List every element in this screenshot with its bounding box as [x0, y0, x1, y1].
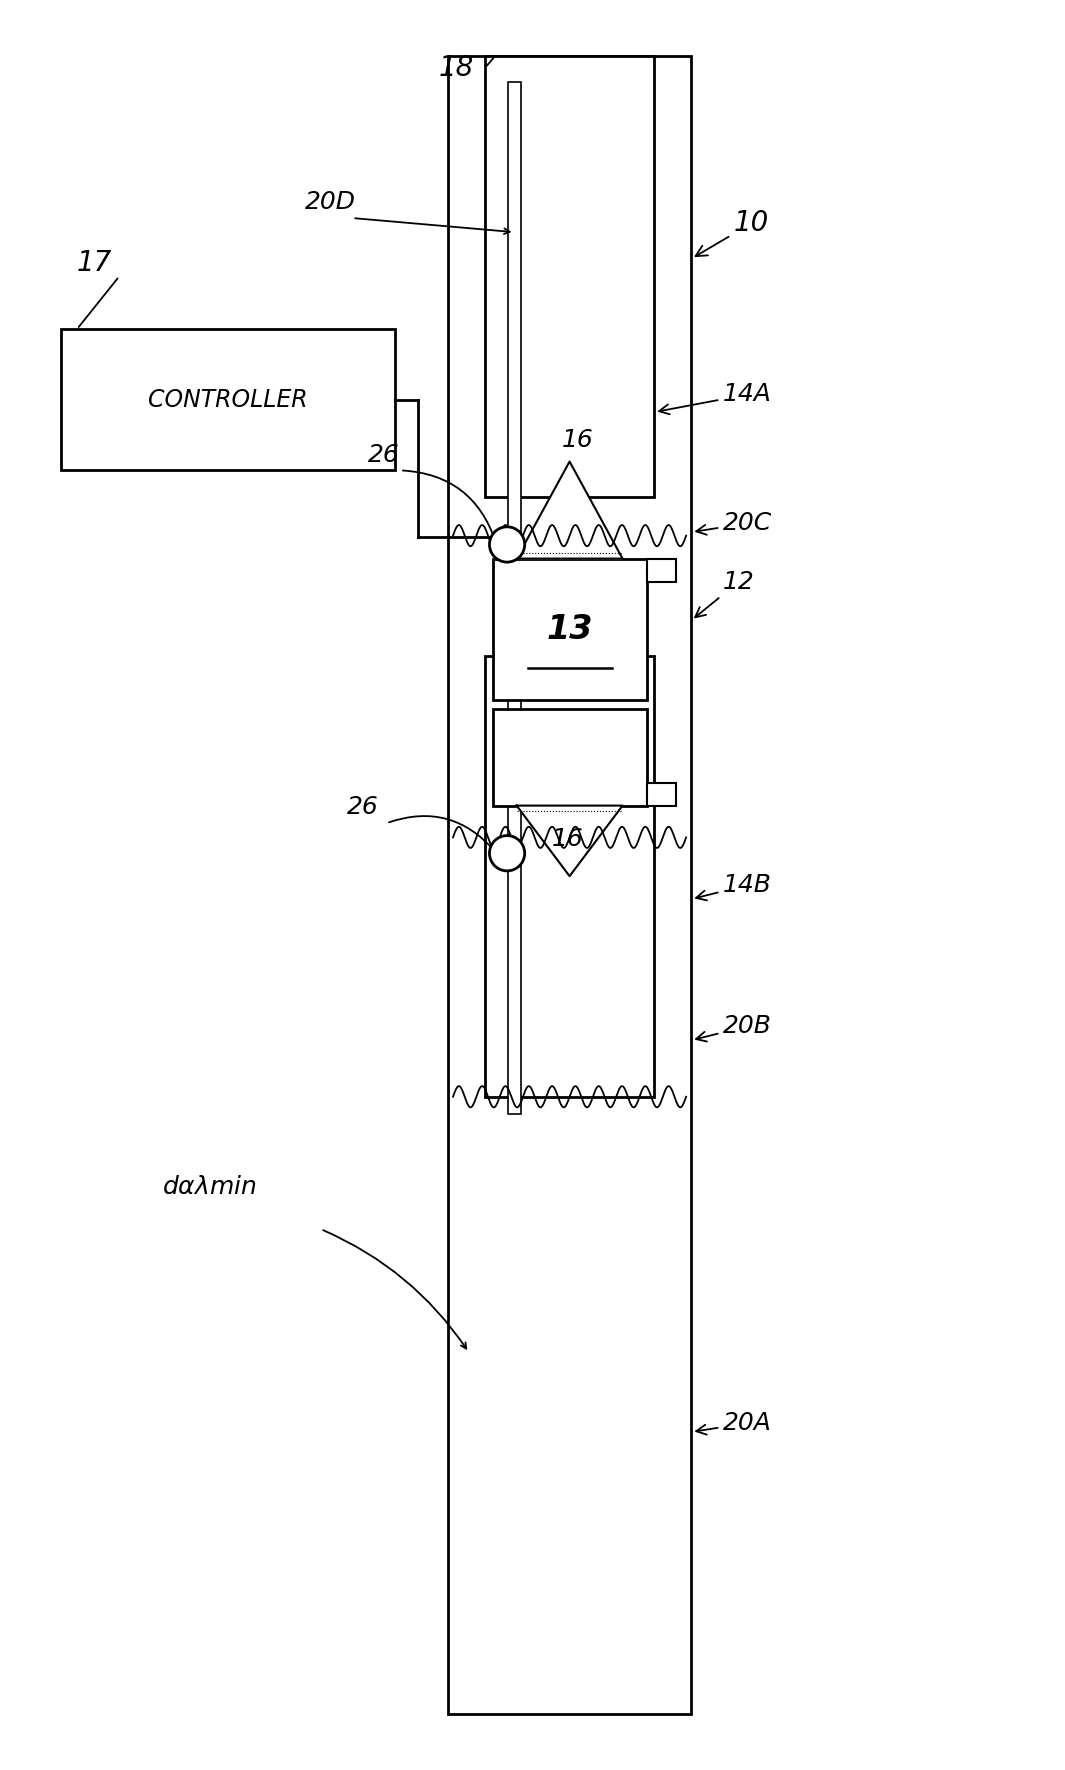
Bar [485, 55, 654, 497]
Circle shape [490, 527, 525, 563]
Text: 20D: 20D [305, 189, 356, 214]
Bar [493, 559, 646, 699]
Text: CONTROLLER: CONTROLLER [148, 388, 308, 412]
Polygon shape [517, 805, 623, 876]
Text: 12: 12 [695, 570, 755, 618]
Text: 18: 18 [439, 55, 474, 81]
Text: 20B: 20B [697, 1014, 772, 1041]
Bar [485, 655, 654, 1097]
Bar [447, 55, 691, 1715]
Bar [646, 782, 675, 805]
Polygon shape [517, 462, 623, 559]
Text: 16: 16 [562, 428, 594, 453]
Bar [61, 329, 395, 471]
Circle shape [490, 835, 525, 871]
Text: 20C: 20C [697, 512, 772, 535]
Text: 13: 13 [546, 612, 593, 646]
Text: 10: 10 [695, 209, 769, 257]
Text: 17: 17 [77, 250, 112, 276]
Text: 16: 16 [552, 827, 584, 851]
Text: 20A: 20A [697, 1411, 772, 1435]
Text: $d\alpha\lambda min$: $d\alpha\lambda min$ [162, 1175, 257, 1198]
Bar [646, 559, 675, 582]
Bar [493, 708, 646, 805]
Text: 26: 26 [368, 442, 400, 467]
Text: 14B: 14B [697, 873, 772, 901]
Bar [508, 81, 521, 1115]
Text: 26: 26 [347, 795, 379, 820]
Text: 14A: 14A [659, 382, 772, 414]
